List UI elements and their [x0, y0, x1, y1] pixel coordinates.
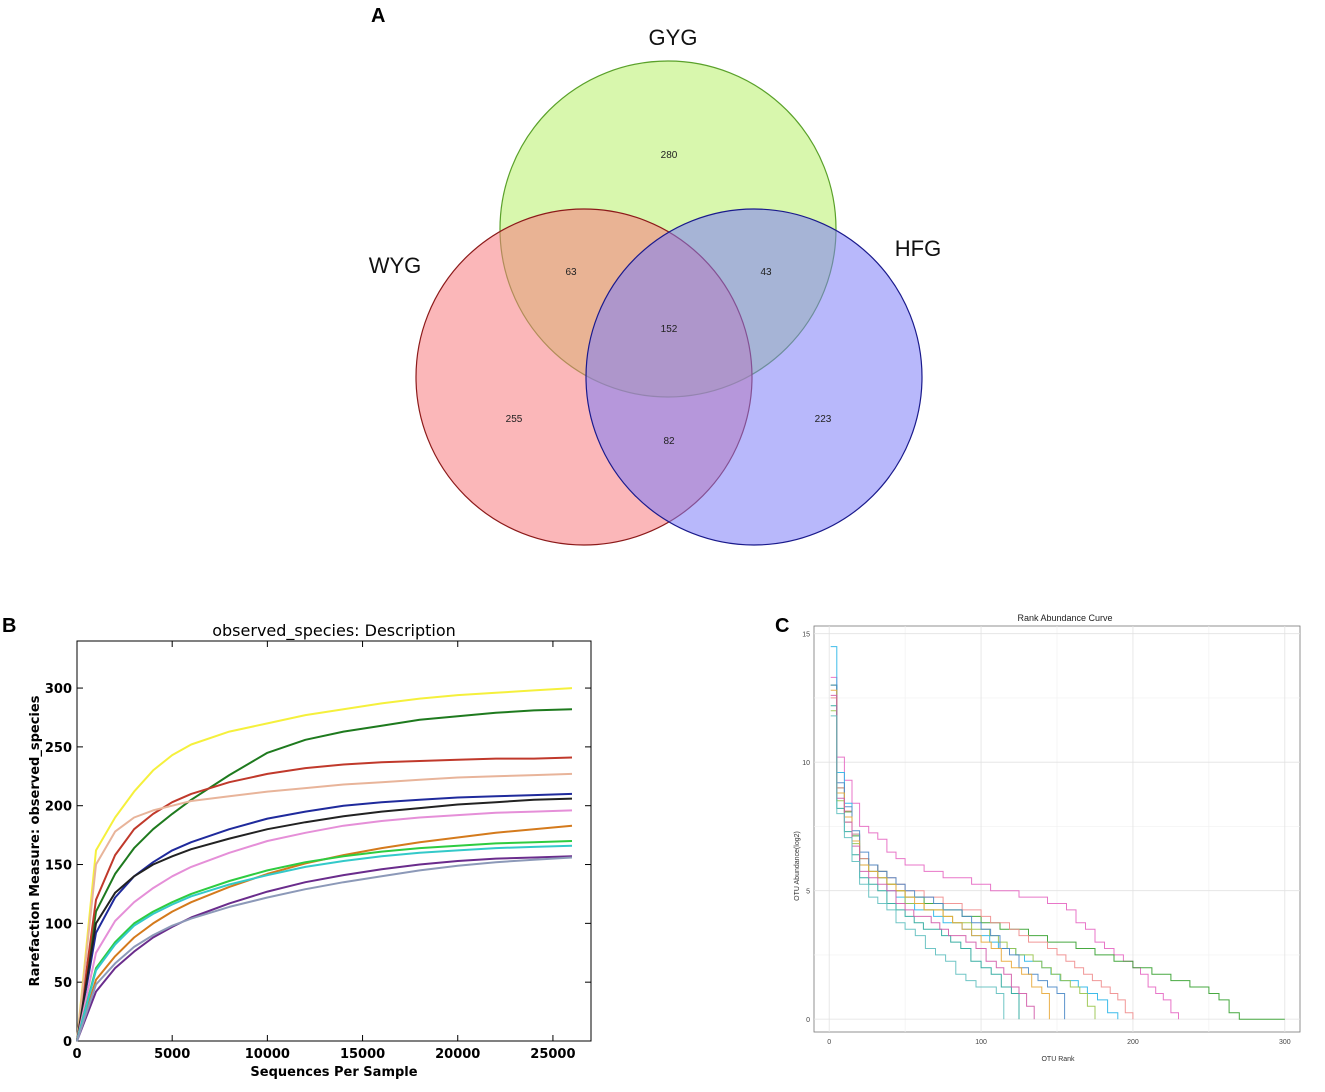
rarefaction-line-s3 — [76, 756, 573, 1042]
rank-abundance-y-label: OTU Abundance(log2) — [794, 831, 801, 901]
rank-abundance-y-tick-label: 10 — [802, 760, 810, 767]
panel-a: A GYG WYG HFG 280 63 43 152 255 82 223 — [369, 5, 941, 546]
rarefaction-line-s7 — [76, 809, 573, 1042]
rarefaction-line-s1 — [76, 687, 573, 1042]
rarefaction-line-s11 — [76, 855, 573, 1042]
rank-abundance-title: Rank Abundance Curve — [1017, 613, 1112, 623]
rarefaction-y-tick-label: 100 — [45, 917, 72, 932]
rank-abundance-x-tick-label: 300 — [1279, 1039, 1291, 1046]
rarefaction-ticks: 0 5000 10000 15000 20000 25000 0 50 100 150 200 250… — [45, 641, 591, 1062]
panel-b: B observed_species: Description 0 5000 100… — [2, 615, 592, 1080]
rank-abundance-x-tick-label: 0 — [827, 1039, 831, 1046]
rank-abundance-x-label: OTU Rank — [1041, 1056, 1075, 1063]
venn-region-gyg-hfg: 43 — [760, 267, 772, 278]
venn-label-wyg: WYG — [369, 253, 422, 278]
rarefaction-x-tick-label: 20000 — [435, 1047, 480, 1062]
venn-label-hfg: HFG — [895, 236, 941, 261]
rarefaction-title: observed_species: Description — [212, 621, 456, 641]
rarefaction-y-tick-label: 250 — [45, 741, 72, 756]
rarefaction-line-s10 — [76, 844, 573, 1042]
venn-region-gyg-only: 280 — [661, 150, 678, 161]
rank-abundance-y-tick-label: 15 — [802, 632, 810, 639]
rank-abundance-line-c8 — [830, 705, 1020, 1020]
panel-a-letter: A — [371, 5, 385, 27]
rarefaction-x-label: Sequences Per Sample — [250, 1065, 417, 1080]
panel-c: C Rank Abundance Curve 0 100 200 300051015 … — [775, 613, 1301, 1063]
rarefaction-y-tick-label: 0 — [63, 1035, 72, 1050]
rarefaction-x-tick-label: 25000 — [530, 1047, 575, 1062]
rarefaction-line-s2 — [76, 708, 573, 1042]
venn-region-hfg-only: 223 — [815, 414, 832, 425]
rank-abundance-x-tick-label: 100 — [975, 1039, 987, 1046]
rarefaction-y-tick-label: 150 — [45, 859, 72, 874]
rarefaction-y-label: Rarefaction Measure: observed_species — [28, 695, 43, 986]
rarefaction-line-s6 — [76, 797, 573, 1042]
rank-abundance-x-tick-label: 200 — [1127, 1039, 1139, 1046]
venn-region-wyg-only: 255 — [506, 414, 523, 425]
rarefaction-line-s9 — [76, 840, 573, 1042]
venn-region-all: 152 — [661, 324, 678, 335]
rarefaction-series — [76, 687, 573, 1042]
venn-circle-hfg — [585, 208, 923, 546]
rarefaction-line-s12 — [76, 856, 573, 1042]
rank-abundance-series — [830, 646, 1285, 1020]
rarefaction-line-s8 — [76, 824, 573, 1042]
rarefaction-x-tick-label: 0 — [72, 1047, 81, 1062]
rarefaction-line-s5 — [76, 792, 573, 1042]
venn-region-wyg-gyg: 63 — [565, 267, 577, 278]
venn-region-wyg-hfg: 82 — [663, 436, 675, 447]
panel-b-letter: B — [2, 615, 16, 637]
rarefaction-x-tick-label: 10000 — [245, 1047, 290, 1062]
rarefaction-y-tick-label: 300 — [45, 682, 72, 697]
rank-abundance-y-tick-label: 0 — [806, 1017, 810, 1024]
rarefaction-y-tick-label: 50 — [54, 976, 72, 991]
panel-c-letter: C — [775, 615, 789, 637]
rarefaction-plot-area — [76, 640, 592, 1042]
rarefaction-y-tick-label: 200 — [45, 800, 72, 815]
venn-label-gyg: GYG — [649, 25, 698, 50]
rank-abundance-line-c10 — [830, 715, 1005, 1020]
rarefaction-x-tick-label: 5000 — [154, 1047, 190, 1062]
rarefaction-x-tick-label: 15000 — [340, 1047, 385, 1062]
rarefaction-line-s4 — [76, 772, 573, 1042]
rank-abundance-y-tick-label: 5 — [806, 889, 810, 896]
